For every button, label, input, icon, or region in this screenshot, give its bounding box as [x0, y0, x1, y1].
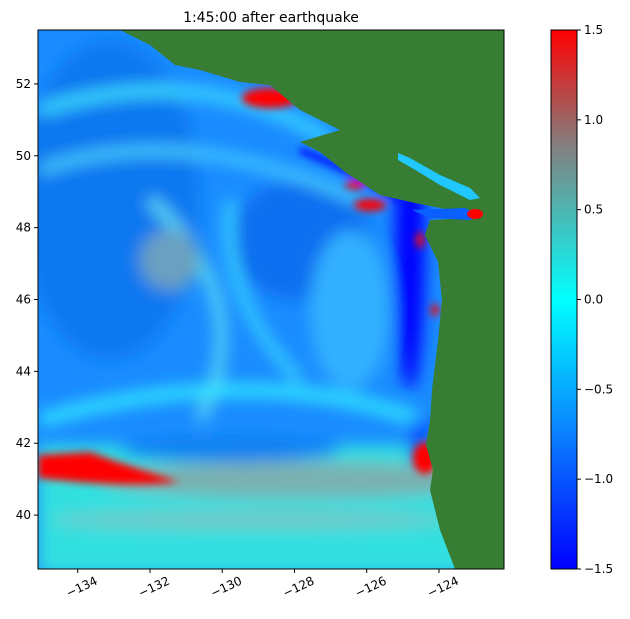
x-tick-label: −124: [425, 574, 461, 601]
y-tick-label: 50: [16, 149, 31, 163]
x-tick-label: −126: [353, 574, 389, 601]
x-axis: −134 −132 −130 −128 −126 −124: [64, 569, 461, 600]
strait-of-juan-de-fuca: [412, 208, 480, 220]
y-axis: 40 42 44 46 48 50 52: [16, 77, 38, 522]
x-tick-label: −134: [64, 574, 100, 601]
colorbar-tick-label: 0.0: [584, 293, 603, 307]
colorbar-tick-label: 1.0: [584, 113, 603, 127]
colorbar-tick-label: −1.5: [584, 562, 613, 576]
x-tick-label: −132: [136, 574, 172, 601]
strait-of-georgia: [398, 153, 480, 200]
y-tick-label: 46: [16, 293, 31, 307]
wave-field: [38, 40, 504, 569]
map-area: [38, 30, 504, 569]
x-tick-label: −130: [208, 574, 244, 601]
colorbar-tick-label: −1.0: [584, 472, 613, 486]
puget-sound-patch: [467, 209, 483, 219]
y-tick-label: 48: [16, 221, 31, 235]
plot-title: 1:45:00 after earthquake: [183, 10, 359, 26]
y-tick-label: 44: [16, 364, 31, 378]
colorbar-tick-label: 0.5: [584, 203, 603, 217]
colorbar-tick-label: 1.5: [584, 23, 603, 37]
colorbar-axis: 1.5 1.0 0.5 0.0 −0.5 −1.0 −1.5: [577, 23, 613, 576]
x-tick-label: −128: [281, 574, 317, 601]
y-tick-label: 40: [16, 508, 31, 522]
y-tick-label: 52: [16, 77, 31, 91]
colorbar: [550, 29, 578, 570]
colorbar-tick-label: −0.5: [584, 382, 613, 396]
y-tick-label: 42: [16, 436, 31, 450]
